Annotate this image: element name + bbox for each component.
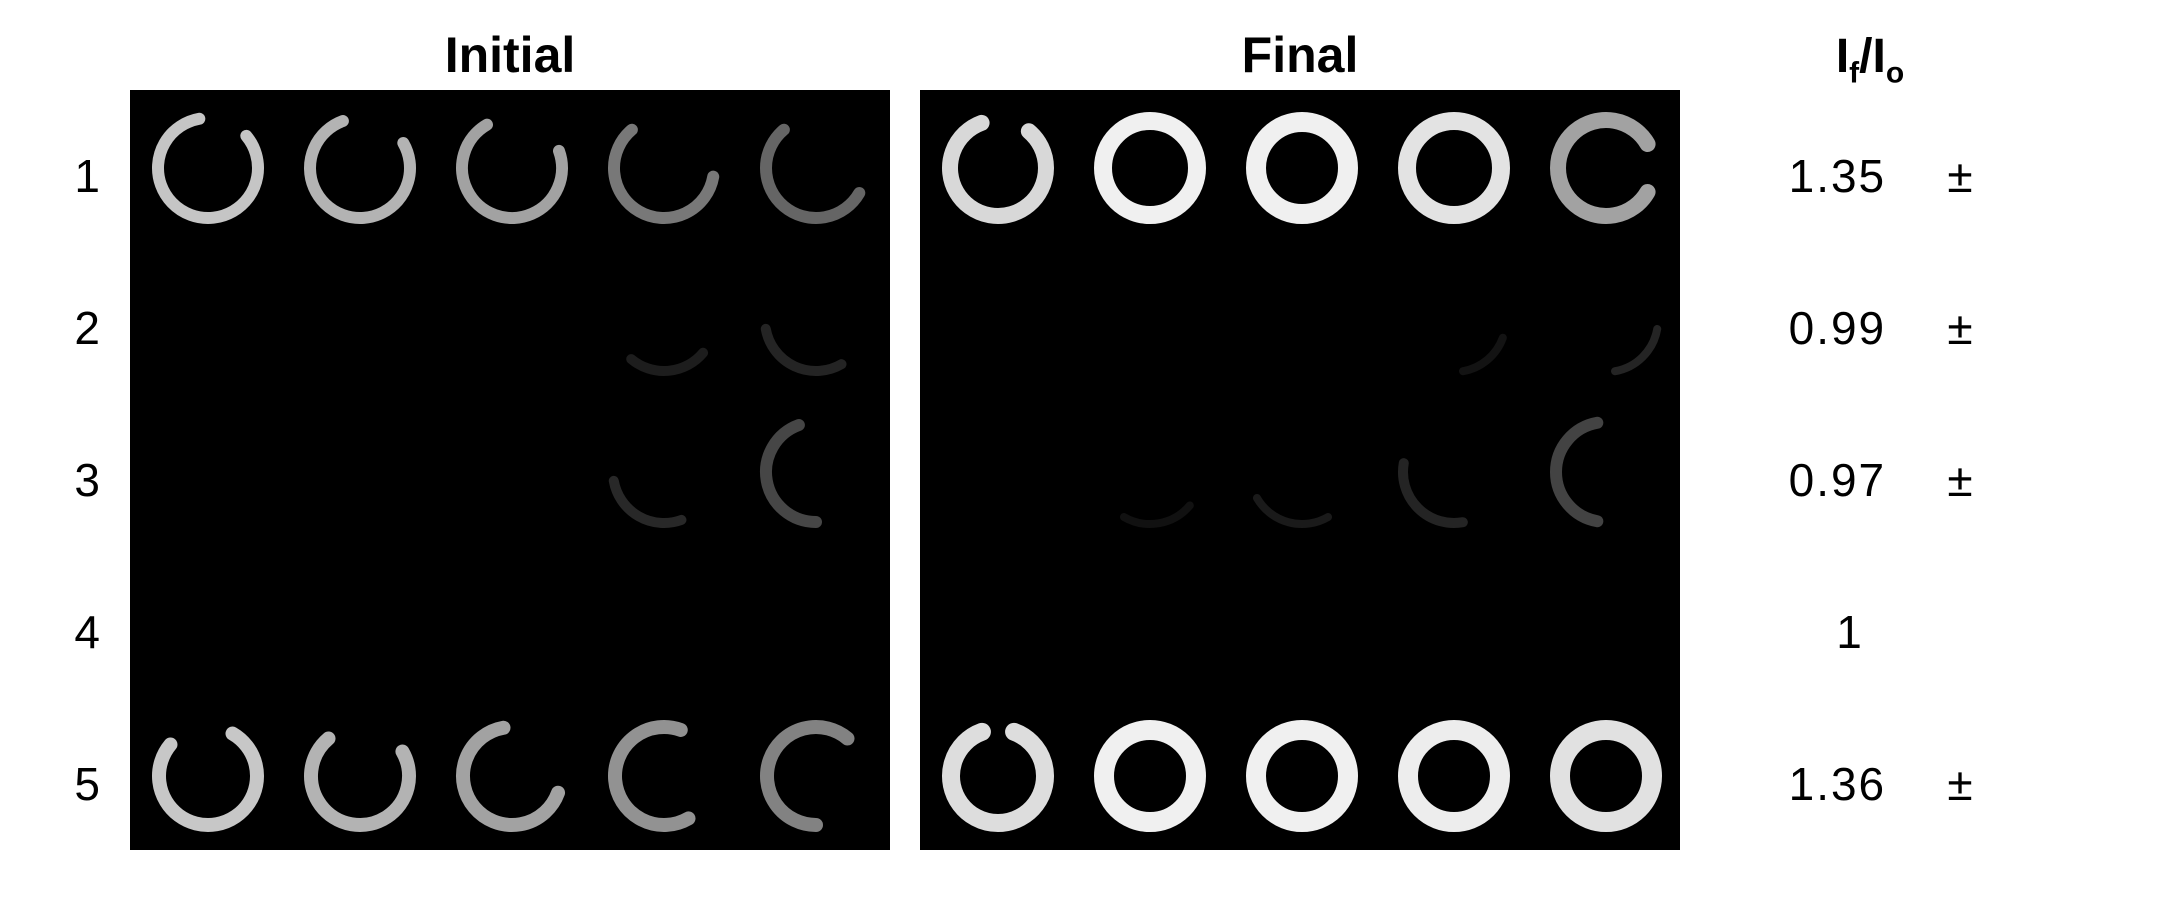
row-label: 5: [40, 708, 100, 860]
figure-container: 1 2 3 4 5 Initial Final If/Io 1.35 ± 0.9…: [0, 0, 2159, 880]
well-ring: [148, 716, 268, 836]
well-ring: [1394, 260, 1514, 380]
well-ring: [1242, 108, 1362, 228]
plus-minus: ±: [1947, 301, 1972, 355]
ratio-mid: /I: [1859, 30, 1886, 83]
final-title: Final: [1242, 20, 1359, 90]
final-panel-wrap: Final: [920, 20, 1680, 850]
initial-panel-wrap: Initial: [130, 20, 890, 850]
value-row: 1.35 ±: [1710, 100, 2030, 252]
value-row: 0.97 ±: [1710, 404, 2030, 556]
well-ring: [300, 108, 420, 228]
well-ring: [756, 108, 876, 228]
well-ring: [1394, 412, 1514, 532]
ratio-header: If/Io: [1836, 20, 1904, 100]
row-label: 3: [40, 404, 100, 556]
final-panel: [920, 90, 1680, 850]
plus-minus: ±: [1947, 757, 1972, 811]
well-ring: [1546, 260, 1666, 380]
values-column: If/Io 1.35 ± 0.99 ± 0.97 ± 1 1.36 ±: [1710, 20, 2030, 860]
well-ring: [756, 412, 876, 532]
well-ring: [756, 260, 876, 380]
well-ring: [452, 108, 572, 228]
ratio-value: 1: [1780, 605, 1920, 659]
well-ring: [1546, 412, 1666, 532]
ratio-header-text: If/Io: [1836, 29, 1904, 91]
ratio-base1: I: [1836, 30, 1849, 83]
well-ring: [1546, 716, 1666, 836]
well-ring: [1090, 412, 1210, 532]
well-ring: [756, 716, 876, 836]
well-ring: [1242, 716, 1362, 836]
well-ring: [938, 716, 1058, 836]
well-ring: [604, 108, 724, 228]
ratio-sub1: f: [1849, 57, 1859, 90]
well-ring: [452, 716, 572, 836]
plus-minus: ±: [1947, 453, 1972, 507]
ratio-value: 1.36: [1767, 757, 1907, 811]
row-label: 2: [40, 252, 100, 404]
row-label: 4: [40, 556, 100, 708]
well-ring: [938, 108, 1058, 228]
value-row: 1: [1710, 556, 2030, 708]
initial-title: Initial: [445, 20, 576, 90]
ratio-value: 0.97: [1767, 453, 1907, 507]
well-ring: [604, 412, 724, 532]
value-row: 0.99 ±: [1710, 252, 2030, 404]
well-ring: [1242, 412, 1362, 532]
ratio-value: 1.35: [1767, 149, 1907, 203]
value-row: 1.36 ±: [1710, 708, 2030, 860]
well-ring: [1394, 108, 1514, 228]
row-label: 1: [40, 100, 100, 252]
well-ring: [300, 716, 420, 836]
well-ring: [1394, 716, 1514, 836]
ratio-value: 0.99: [1767, 301, 1907, 355]
well-ring: [1090, 108, 1210, 228]
row-labels-column: 1 2 3 4 5: [40, 20, 100, 860]
well-ring: [604, 716, 724, 836]
plus-minus: ±: [1947, 149, 1972, 203]
well-ring: [1546, 108, 1666, 228]
ratio-sub2: o: [1886, 57, 1904, 90]
well-ring: [148, 108, 268, 228]
initial-panel: [130, 90, 890, 850]
well-ring: [1090, 716, 1210, 836]
well-ring: [604, 260, 724, 380]
